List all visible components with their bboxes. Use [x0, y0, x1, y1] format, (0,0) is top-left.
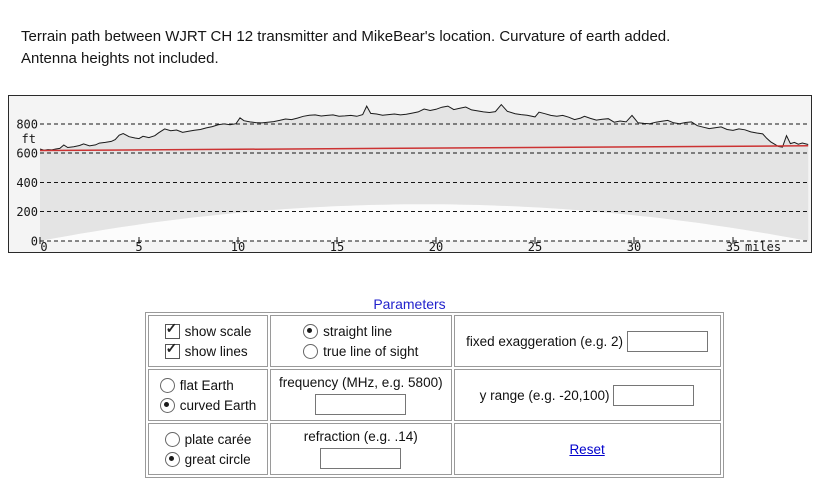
show-lines-option[interactable]: ✓ show lines [164, 339, 252, 359]
true-line-of-sight-option[interactable]: true line of sight [303, 343, 419, 359]
x-tick-label-35: 35 [726, 240, 740, 252]
parameters-row-1: ✓ show scale ✓ show lines straight line … [148, 315, 721, 367]
y-axis-unit-label: ft [22, 132, 36, 146]
true-line-of-sight-label: true line of sight [323, 343, 419, 359]
x-tick-label-20: 20 [429, 240, 443, 252]
check-icon: ✓ [165, 319, 178, 336]
show-lines-label: show lines [184, 343, 248, 359]
y-range-cell: y range (e.g. -20,100) [453, 369, 721, 421]
earth-model-cell: flat Earth curved Earth [148, 369, 268, 421]
y-tick-label-400: 400 [16, 176, 38, 190]
x-tick-label-0: 0 [40, 240, 47, 252]
x-tick-label-10: 10 [231, 240, 245, 252]
refraction-input[interactable] [320, 448, 402, 469]
true-line-of-sight-radio[interactable] [303, 343, 319, 359]
great-circle-radio[interactable] [164, 451, 180, 467]
page-title: Terrain path between WJRT CH 12 transmit… [21, 26, 670, 70]
check-icon: ✓ [165, 339, 178, 356]
y-tick-label-600: 600 [16, 147, 38, 161]
frequency-input[interactable] [315, 394, 407, 415]
flat-earth-option[interactable]: flat Earth [159, 377, 257, 393]
fixed-exaggeration-label: fixed exaggeration (e.g. 2) [466, 333, 623, 349]
great-circle-label: great circle [184, 451, 251, 467]
frequency-cell: frequency (MHz, e.g. 5800) [270, 369, 452, 421]
reset-link[interactable]: Reset [569, 441, 605, 457]
flat-earth-label: flat Earth [179, 377, 234, 393]
plate-caree-radio[interactable] [164, 431, 180, 447]
great-circle-option[interactable]: great circle [164, 451, 252, 467]
y-range-input[interactable] [613, 384, 695, 406]
x-tick-label-25: 25 [528, 240, 542, 252]
scale-lines-cell: ✓ show scale ✓ show lines [148, 315, 268, 367]
plate-caree-option[interactable]: plate carée [164, 431, 252, 447]
refraction-cell: refraction (e.g. .14) [270, 423, 452, 475]
sight-line [39, 145, 809, 152]
parameters-table: ✓ show scale ✓ show lines straight line … [145, 312, 724, 478]
show-scale-option[interactable]: ✓ show scale [164, 319, 252, 339]
radio-dot-icon [168, 455, 174, 461]
fixed-exaggeration-cell: fixed exaggeration (e.g. 2) [453, 315, 721, 367]
show-lines-checkbox[interactable]: ✓ [164, 339, 180, 359]
y-tick-label-200: 200 [16, 205, 38, 219]
terrain-area [40, 104, 809, 241]
line-mode-cell: straight line true line of sight [270, 315, 452, 367]
terrain-line [39, 103, 809, 151]
page-title-line2: Antenna heights not included. [21, 50, 219, 67]
refraction-label: refraction (e.g. .14) [303, 429, 418, 444]
y-range-label: y range (e.g. -20,100) [479, 387, 610, 403]
x-axis-unit-label: miles [745, 240, 781, 252]
straight-line-radio[interactable] [303, 323, 319, 339]
x-tick-label-30: 30 [627, 240, 641, 252]
curved-earth-label: curved Earth [179, 397, 257, 413]
flat-earth-radio[interactable] [159, 377, 175, 393]
parameters-title: Parameters [373, 296, 446, 312]
projection-cell: plate carée great circle [148, 423, 268, 475]
straight-line-option[interactable]: straight line [303, 323, 418, 339]
reset-cell: Reset [453, 423, 721, 475]
terrain-profile-chart: 0 200 400 600 800 ft 0 5 10 15 20 25 30 35 miles [8, 95, 812, 253]
curved-earth-option[interactable]: curved Earth [159, 397, 257, 413]
y-tick-label-800: 800 [16, 117, 38, 131]
fixed-exaggeration-input[interactable] [627, 330, 708, 352]
radio-dot-icon [163, 401, 169, 407]
plate-caree-label: plate carée [184, 431, 252, 447]
show-scale-label: show scale [184, 323, 252, 339]
x-tick-label-15: 15 [330, 240, 344, 252]
page-title-line1: Terrain path between WJRT CH 12 transmit… [21, 28, 671, 45]
radio-dot-icon [307, 327, 313, 333]
straight-line-label: straight line [323, 323, 393, 339]
parameters-row-3: plate carée great circle refraction (e.g… [148, 423, 721, 475]
x-tick-label-5: 5 [135, 240, 142, 252]
y-tick-label-0: 0 [31, 235, 38, 249]
earth-curvature-area [40, 204, 809, 241]
show-scale-checkbox[interactable]: ✓ [164, 319, 180, 339]
curved-earth-radio[interactable] [159, 397, 175, 413]
parameters-row-2: flat Earth curved Earth frequency (MHz, … [148, 369, 721, 421]
frequency-label: frequency (MHz, e.g. 5800) [279, 375, 443, 390]
